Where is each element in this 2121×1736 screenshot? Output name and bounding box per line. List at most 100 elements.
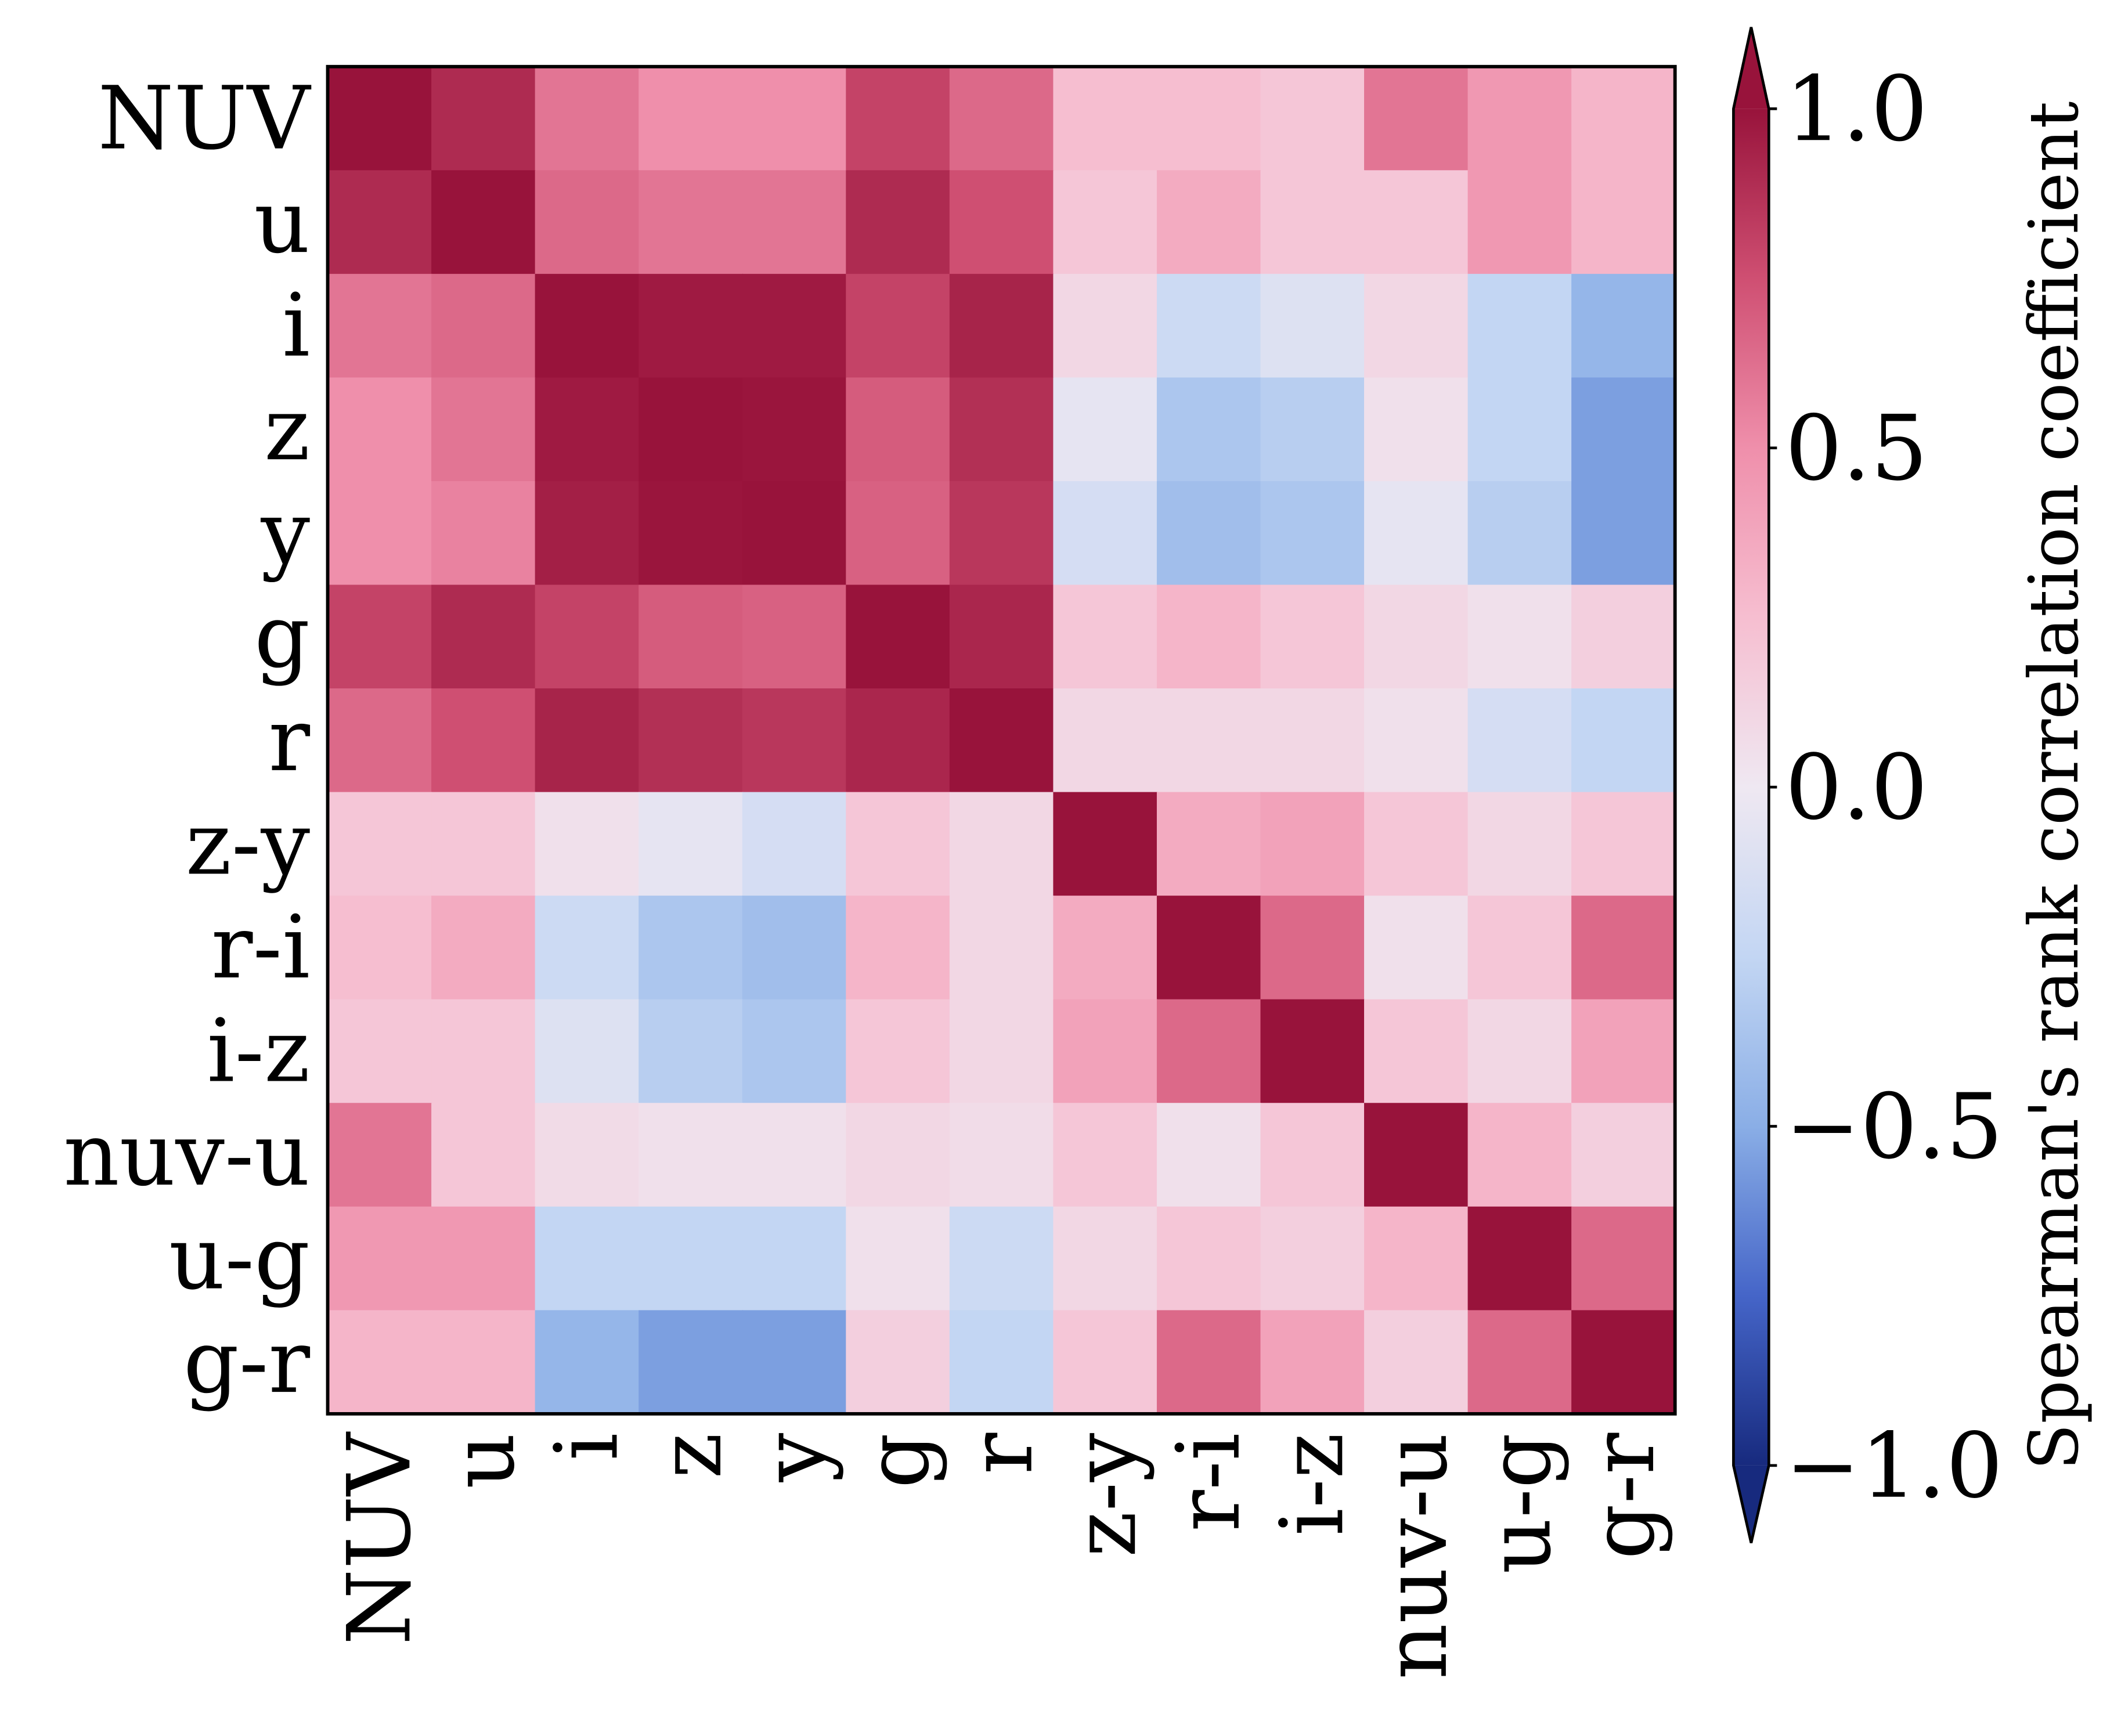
heatmap-cell [1364, 481, 1469, 586]
heatmap-cell [1260, 688, 1365, 793]
heatmap-cell [1364, 273, 1469, 378]
heatmap-cell [846, 273, 951, 378]
heatmap-cell [535, 1310, 640, 1415]
heatmap-cell [742, 1103, 847, 1208]
heatmap-cell [949, 273, 1054, 378]
heatmap-cell [327, 896, 432, 1001]
heatmap-cell [535, 481, 640, 586]
colorbar-extend-min [1733, 1465, 1769, 1543]
heatmap-cell [1053, 66, 1158, 171]
heatmap-cell [742, 688, 847, 793]
y-tick-label: z-y [186, 793, 311, 894]
heatmap-cell [639, 1206, 744, 1311]
x-tick-label: nuv-u [1366, 1433, 1467, 1680]
heatmap-cell [1364, 1310, 1469, 1415]
heatmap-cell [1260, 66, 1365, 171]
y-tick-label: i-z [207, 1001, 311, 1102]
heatmap-cell [1156, 170, 1261, 275]
heatmap-cell [1467, 377, 1572, 482]
heatmap-cell [1467, 1310, 1572, 1415]
heatmap-cell [1467, 999, 1572, 1104]
heatmap-cell [1467, 170, 1572, 275]
heatmap-cell [846, 1103, 951, 1208]
heatmap-cell [431, 273, 536, 378]
heatmap-cell [1260, 584, 1365, 690]
heatmap-cell [949, 688, 1054, 793]
heatmap-cell [535, 170, 640, 275]
heatmap-cell [1156, 66, 1261, 171]
heatmap-cell [1467, 792, 1572, 897]
y-tick-label: g-r [183, 1312, 311, 1413]
heatmap-cell [1260, 1310, 1365, 1415]
heatmap-cell [535, 273, 640, 378]
heatmap-cell [639, 377, 744, 482]
heatmap-cell [535, 377, 640, 482]
heatmap-cell [1364, 1103, 1469, 1208]
heatmap-cell [1467, 1103, 1572, 1208]
heatmap-cell [1571, 481, 1676, 586]
heatmap-cell [535, 792, 640, 897]
heatmap-cell [1053, 481, 1158, 586]
heatmap-cell [1156, 481, 1261, 586]
y-tick-label: NUV [98, 68, 311, 169]
heatmap-cell [1053, 170, 1158, 275]
heatmap-cell [639, 481, 744, 586]
heatmap-cell [535, 66, 640, 171]
heatmap-cell [327, 66, 432, 171]
heatmap-cell [639, 66, 744, 171]
heatmap-cell [846, 792, 951, 897]
heatmap-cell [1467, 481, 1572, 586]
heatmap-cell [327, 584, 432, 690]
heatmap-cell [1053, 1206, 1158, 1311]
heatmap-cell [846, 584, 951, 690]
heatmap-cell [846, 170, 951, 275]
heatmap-cell [742, 481, 847, 586]
heatmap-cell [1260, 999, 1365, 1104]
colorbar [1733, 109, 1769, 1466]
heatmap-cell [535, 896, 640, 1001]
x-tick-label: z-y [1055, 1432, 1156, 1557]
heatmap-cell [639, 896, 744, 1001]
heatmap-cell [742, 896, 847, 1001]
heatmap-cell [1260, 1103, 1365, 1208]
y-tick-label: u-g [169, 1208, 310, 1309]
heatmap-cell [639, 792, 744, 897]
heatmap-cell [1260, 896, 1365, 1001]
x-tick-label: NUV [329, 1431, 430, 1645]
heatmap-cell [327, 273, 432, 378]
heatmap-cell [846, 66, 951, 171]
heatmap-cell [1156, 688, 1261, 793]
heatmap-cell [327, 170, 432, 275]
heatmap-cell [431, 896, 536, 1001]
heatmap-cell [1571, 999, 1676, 1104]
heatmap-cell [949, 792, 1054, 897]
heatmap-cell [742, 377, 847, 482]
heatmap-cell [1467, 66, 1572, 171]
heatmap-cell [1467, 1206, 1572, 1311]
colorbar-tick-label: 0.0 [1785, 736, 1928, 840]
heatmap-cell [1364, 792, 1469, 897]
heatmap-cell [1156, 896, 1261, 1001]
heatmap-cell [327, 999, 432, 1104]
heatmap-cell [535, 1206, 640, 1311]
heatmap-cell [1053, 584, 1158, 690]
heatmap-cell [846, 999, 951, 1104]
heatmap-cell [742, 584, 847, 690]
heatmap-cell [327, 481, 432, 586]
heatmap-cell [846, 1310, 951, 1415]
heatmap-cell [327, 377, 432, 482]
heatmap-cell [1053, 377, 1158, 482]
plot-frame [326, 64, 1677, 1416]
heatmap-cell [1364, 170, 1469, 275]
heatmap-cell [1364, 1206, 1469, 1311]
heatmap-cell [1571, 584, 1676, 690]
colorbar-tick-label: 1.0 [1785, 57, 1928, 161]
heatmap-cell [639, 688, 744, 793]
y-tick-label: r-i [211, 897, 310, 998]
heatmap-cell [535, 999, 640, 1104]
heatmap-cell [1364, 377, 1469, 482]
heatmap-cell [1364, 584, 1469, 690]
heatmap-cell [949, 896, 1054, 1001]
